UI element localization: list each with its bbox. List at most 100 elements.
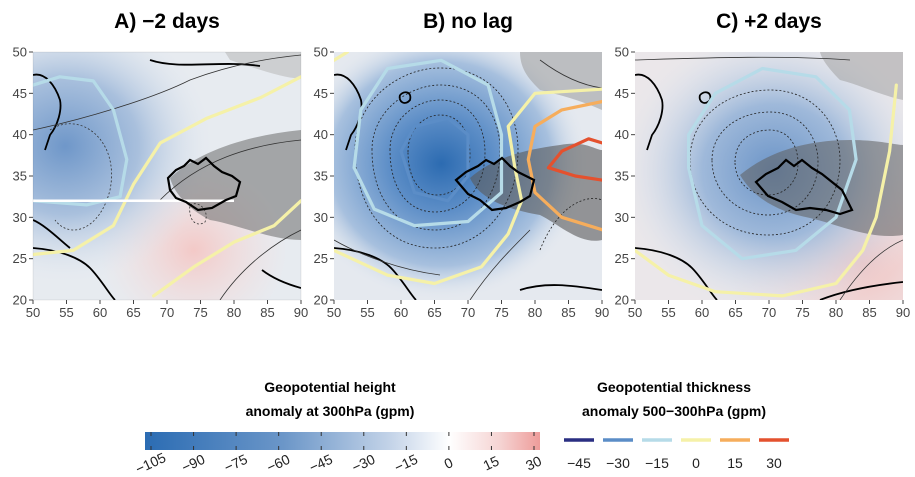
thickness-legend-title-line2: anomaly 500−300hPa (gpm) bbox=[582, 403, 766, 419]
panel-a-x-tick-label-0: 50 bbox=[26, 305, 40, 320]
thickness-legend-label-2: −15 bbox=[645, 455, 669, 471]
panel-c-cloud-ne bbox=[820, 52, 903, 100]
panel-b-y-tick-label-4: 40 bbox=[314, 127, 328, 142]
panel-c-x-axis: 50 55 60 65 70 75 80 85 90 bbox=[628, 300, 910, 320]
height-colorbar-label-6: −15 bbox=[392, 451, 420, 476]
thickness-legend-label-1: −30 bbox=[606, 455, 630, 471]
panel-b-thickness-contour-3 bbox=[334, 52, 349, 62]
panel-b-thickness-contour-5 bbox=[546, 137, 602, 182]
panel-a-thickness-contour-2 bbox=[152, 199, 301, 298]
height-colorbar-label-0: −105 bbox=[133, 449, 169, 477]
panel-a-y-tick-label-1: 25 bbox=[13, 251, 27, 266]
panel-a-title: A) −2 days bbox=[114, 10, 220, 33]
panel-c-contour-solid bbox=[635, 56, 903, 300]
panel-c-x-tick-label-2: 60 bbox=[695, 305, 709, 320]
thickness-legend-label-0: −45 bbox=[567, 455, 591, 471]
panel-c-y-tick-label-1: 25 bbox=[615, 251, 629, 266]
thickness-legend-label-3: 0 bbox=[692, 455, 700, 471]
panel-c-y-tick-label-3: 35 bbox=[615, 169, 629, 184]
panel-a-thickness-contour-0 bbox=[33, 75, 129, 207]
height-legend-title-line2: anomaly at 300hPa (gpm) bbox=[246, 403, 415, 419]
panel-b-x-tick-label-4: 70 bbox=[461, 305, 475, 320]
panel-b-x-tick-label-2: 60 bbox=[394, 305, 408, 320]
panel-a-x-tick-label-1: 55 bbox=[59, 305, 73, 320]
panel-c-y-tick-label-6: 50 bbox=[615, 45, 629, 60]
panel-a-x-tick-label-5: 75 bbox=[193, 305, 207, 320]
panel-c-x-tick-label-6: 80 bbox=[829, 305, 843, 320]
height-colorbar-label-7: 0 bbox=[442, 454, 456, 472]
panel-c-x-tick-label-5: 75 bbox=[795, 305, 809, 320]
panel-b-title: B) no lag bbox=[423, 10, 513, 33]
panel-b-y-tick-label-1: 25 bbox=[314, 251, 328, 266]
panel-a-x-tick-label-8: 90 bbox=[294, 305, 308, 320]
panel-c-y-axis: 20 25 30 35 40 45 50 bbox=[615, 45, 635, 308]
panel-a-y-tick-label-4: 40 bbox=[13, 127, 27, 142]
height-colorbar-label-9: 30 bbox=[523, 452, 544, 473]
panel-b-cloud-ne bbox=[520, 52, 602, 110]
panel-a-x-tick-label-2: 60 bbox=[93, 305, 107, 320]
thickness-legend: Geopotential thickness anomaly 500−300hP… bbox=[564, 379, 789, 471]
panel-b-x-tick-label-6: 80 bbox=[528, 305, 542, 320]
thickness-legend-label-5: 30 bbox=[766, 455, 782, 471]
panel-c-x-tick-label-0: 50 bbox=[628, 305, 642, 320]
panel-c-thickness-contour-0 bbox=[687, 66, 858, 261]
panel-b-x-tick-label-5: 75 bbox=[494, 305, 508, 320]
height-colorbar-label-3: −60 bbox=[264, 451, 292, 476]
panel-c-coastline bbox=[635, 73, 903, 300]
height-colorbar bbox=[145, 432, 540, 450]
panel-a-x-axis: 50 55 60 65 70 75 80 85 90 bbox=[26, 300, 308, 320]
panel-a-y-tick-label-6: 50 bbox=[13, 45, 27, 60]
thickness-legend-label-4: 15 bbox=[727, 455, 743, 471]
panel-b-x-tick-label-3: 65 bbox=[427, 305, 441, 320]
panel-a-coastline bbox=[33, 59, 301, 300]
panel-c-x-tick-label-4: 70 bbox=[762, 305, 776, 320]
panel-a-contour-dashed bbox=[49, 123, 207, 231]
panel-a-contour-solid bbox=[33, 54, 301, 300]
panel-b-y-tick-label-2: 30 bbox=[314, 210, 328, 225]
panel-c-x-tick-label-3: 65 bbox=[728, 305, 742, 320]
panel-b: 50 55 60 65 70 75 80 85 90 20 25 30 35 40 45 50 bbox=[314, 45, 610, 321]
panel-b-y-tick-label-6: 50 bbox=[314, 45, 328, 60]
panel-a-y-tick-label-0: 20 bbox=[13, 293, 27, 308]
panel-c-x-tick-label-8: 90 bbox=[896, 305, 910, 320]
panel-b-x-tick-label-7: 85 bbox=[561, 305, 575, 320]
height-colorbar-label-8: 15 bbox=[481, 452, 502, 473]
panel-a-x-tick-label-6: 80 bbox=[227, 305, 241, 320]
panel-a-dark-cloud bbox=[170, 130, 301, 240]
panel-a-x-tick-label-4: 70 bbox=[160, 305, 174, 320]
panel-b-x-tick-label-0: 50 bbox=[327, 305, 341, 320]
panel-b-thickness-contour-0 bbox=[399, 116, 470, 203]
panel-c-x-tick-label-1: 55 bbox=[661, 305, 675, 320]
height-colorbar-label-5: −30 bbox=[349, 451, 377, 476]
height-colorbar-label-2: −75 bbox=[222, 451, 250, 476]
height-legend: Geopotential height anomaly at 300hPa (g… bbox=[133, 379, 544, 477]
panel-c-region-outline bbox=[754, 158, 854, 216]
panel-c-title: C) +2 days bbox=[716, 10, 822, 33]
height-colorbar-label-4: −45 bbox=[307, 451, 335, 476]
panel-c-thickness-contour-1 bbox=[635, 83, 898, 298]
panel-b-thickness-contour-4 bbox=[526, 100, 602, 232]
panel-c-y-tick-label-5: 45 bbox=[615, 86, 629, 101]
panel-a-y-tick-label-3: 35 bbox=[13, 169, 27, 184]
panel-c-y-tick-label-0: 20 bbox=[615, 293, 629, 308]
panel-a-x-tick-label-7: 85 bbox=[260, 305, 274, 320]
thickness-legend-title-line1: Geopotential thickness bbox=[597, 379, 751, 395]
panel-c-x-tick-label-7: 85 bbox=[862, 305, 876, 320]
panel-b-y-tick-label-3: 35 bbox=[314, 169, 328, 184]
panel-b-x-axis: 50 55 60 65 70 75 80 85 90 bbox=[327, 300, 609, 320]
panel-a: 50 55 60 65 70 75 80 85 90 20 25 30 35 40 45 50 bbox=[13, 45, 309, 321]
panel-b-x-tick-label-1: 55 bbox=[360, 305, 374, 320]
panel-a-x-tick-label-3: 65 bbox=[126, 305, 140, 320]
panel-a-thickness-contours bbox=[33, 75, 301, 298]
height-colorbar-label-1: −90 bbox=[179, 451, 207, 476]
panel-b-y-tick-label-5: 45 bbox=[314, 86, 328, 101]
panel-c-y-tick-label-4: 40 bbox=[615, 127, 629, 142]
panel-c-thickness-contours bbox=[635, 66, 898, 298]
panel-b-contour-solid bbox=[334, 59, 602, 300]
panel-a-cloud-ne bbox=[225, 52, 301, 79]
panel-a-y-axis: 20 25 30 35 40 45 50 bbox=[13, 45, 33, 308]
panel-b-coastline bbox=[334, 73, 602, 300]
panel-a-y-tick-label-5: 45 bbox=[13, 86, 27, 101]
panel-b-thickness-contour-1 bbox=[352, 58, 504, 228]
